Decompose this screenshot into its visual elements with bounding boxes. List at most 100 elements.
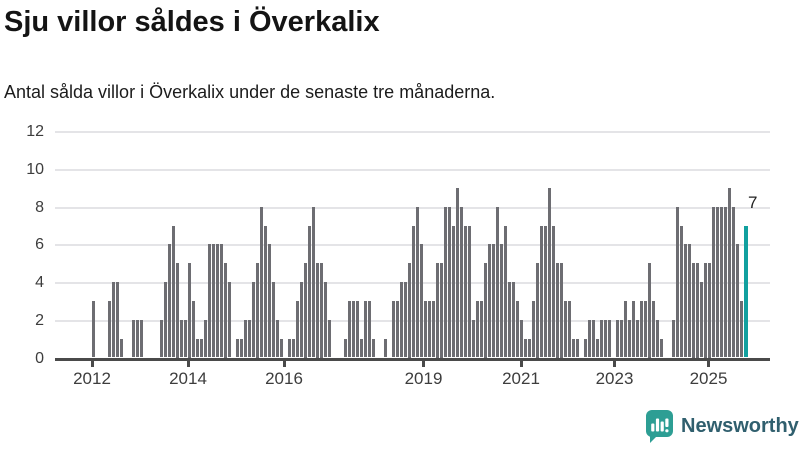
y-gridline xyxy=(55,206,770,209)
bar xyxy=(623,300,627,358)
bar xyxy=(463,225,467,358)
bar xyxy=(267,244,271,358)
bar xyxy=(551,225,555,358)
last-value-label: 7 xyxy=(748,193,758,212)
x-axis-line xyxy=(55,357,770,361)
newsworthy-logo[interactable]: Newsworthy xyxy=(646,410,799,443)
bar xyxy=(319,263,323,358)
x-axis-tick-label: 2014 xyxy=(169,368,207,388)
bar xyxy=(431,300,435,358)
bar xyxy=(631,300,635,358)
bar xyxy=(423,300,427,358)
x-axis-tick xyxy=(186,360,190,367)
bar xyxy=(175,263,179,358)
bar xyxy=(659,338,663,358)
bar xyxy=(451,225,455,358)
bar xyxy=(259,206,263,358)
bar xyxy=(183,319,187,358)
bar xyxy=(543,225,547,358)
bar xyxy=(223,263,227,358)
bar xyxy=(411,225,415,358)
y-axis-tick-label: 10 xyxy=(26,161,44,178)
y-gridline xyxy=(55,169,770,171)
x-axis-tick xyxy=(613,360,616,367)
bar xyxy=(243,319,247,358)
bar xyxy=(227,282,231,358)
bar xyxy=(591,319,595,358)
bar xyxy=(719,206,723,358)
bar xyxy=(119,338,123,358)
bar xyxy=(167,244,171,358)
y-axis-tick-label: 2 xyxy=(35,311,44,329)
bar xyxy=(443,206,447,358)
bar xyxy=(643,300,647,358)
bar xyxy=(527,338,531,358)
x-axis-tick-label: 2021 xyxy=(502,368,540,388)
bar xyxy=(91,300,95,358)
y-axis-tick-label: 6 xyxy=(35,236,44,254)
bar xyxy=(303,263,307,358)
bar xyxy=(191,300,195,358)
bar xyxy=(139,319,143,358)
bar xyxy=(311,206,315,358)
bar xyxy=(731,206,735,358)
bar xyxy=(359,338,363,358)
highlight-bar xyxy=(743,225,748,358)
bar xyxy=(695,263,699,358)
y-axis-tick-label: 0 xyxy=(35,349,44,367)
brand-name: Newsworthy xyxy=(681,415,799,437)
bar xyxy=(683,244,687,358)
bar xyxy=(575,338,579,358)
y-axis-tick-label: 8 xyxy=(35,198,44,216)
bar xyxy=(131,319,135,358)
bar xyxy=(603,319,607,358)
bar xyxy=(723,206,727,358)
bar xyxy=(479,300,483,358)
bar xyxy=(427,300,431,358)
bar xyxy=(651,300,655,358)
bar xyxy=(371,338,375,358)
bar xyxy=(567,300,571,358)
bar xyxy=(207,244,211,358)
bar xyxy=(219,244,223,358)
bar xyxy=(487,244,491,358)
bar xyxy=(555,263,559,358)
bar xyxy=(403,282,407,358)
bar xyxy=(519,319,523,358)
bar xyxy=(111,282,115,358)
bar xyxy=(323,282,327,358)
bar xyxy=(107,300,111,358)
bar xyxy=(235,338,239,358)
bar xyxy=(307,225,311,358)
bar xyxy=(539,225,543,358)
bar xyxy=(491,244,495,358)
bar xyxy=(483,263,487,358)
x-axis-tick xyxy=(519,360,523,367)
y-axis-tick-label: 4 xyxy=(35,274,44,292)
bar xyxy=(355,300,359,358)
bar xyxy=(583,338,587,358)
bar xyxy=(171,225,175,358)
y-gridline xyxy=(55,131,770,134)
bar xyxy=(315,263,319,358)
bar xyxy=(571,338,575,358)
bar xyxy=(115,282,119,358)
x-axis-tick-label: 2012 xyxy=(73,368,111,388)
bar xyxy=(459,206,463,358)
bar xyxy=(327,319,331,358)
bar xyxy=(407,263,411,358)
bar xyxy=(599,319,603,358)
bar xyxy=(263,225,267,358)
bar xyxy=(251,282,255,358)
bar xyxy=(291,338,295,358)
bar xyxy=(275,319,279,358)
bar xyxy=(351,300,355,358)
bar xyxy=(647,263,651,358)
bar xyxy=(187,263,191,358)
bar xyxy=(635,319,639,358)
bar xyxy=(711,206,715,358)
bar xyxy=(247,319,251,358)
bar xyxy=(215,244,219,358)
bar xyxy=(615,319,619,358)
bar xyxy=(499,244,503,358)
